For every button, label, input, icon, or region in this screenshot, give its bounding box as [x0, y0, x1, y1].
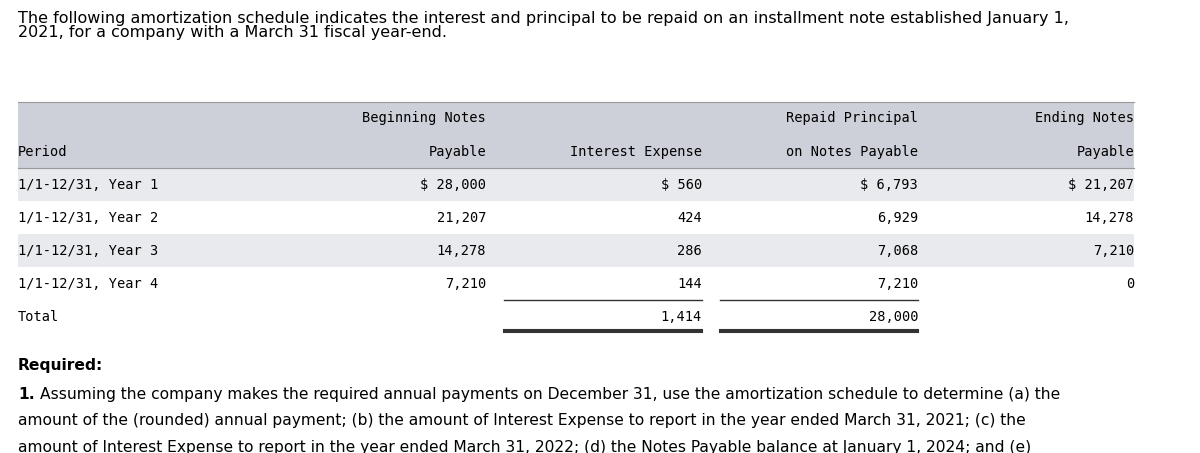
Text: Period: Period [18, 145, 67, 159]
Bar [18, 234, 1134, 267]
Text: 6,929: 6,929 [877, 211, 918, 225]
Text: 7,210: 7,210 [877, 277, 918, 291]
Text: amount of the (rounded) annual payment; (b) the amount of Interest Expense to re: amount of the (rounded) annual payment; … [18, 414, 1026, 429]
Text: 1.: 1. [18, 387, 35, 402]
Text: Interest Expense: Interest Expense [570, 145, 702, 159]
Bar [18, 300, 1134, 333]
Text: 424: 424 [677, 211, 702, 225]
Text: 7,210: 7,210 [445, 277, 486, 291]
Text: Required:: Required: [18, 358, 103, 373]
Text: 0: 0 [1126, 277, 1134, 291]
Bar [18, 267, 1134, 300]
Text: Repaid Principal: Repaid Principal [786, 111, 918, 125]
Text: 14,278: 14,278 [437, 244, 486, 258]
Text: 21,207: 21,207 [437, 211, 486, 225]
Text: on Notes Payable: on Notes Payable [786, 145, 918, 159]
Text: Assuming the company makes the required annual payments on December 31, use the : Assuming the company makes the required … [40, 387, 1060, 402]
Bar [18, 168, 1134, 201]
Text: Ending Notes: Ending Notes [1034, 111, 1134, 125]
Text: $ 6,793: $ 6,793 [860, 178, 918, 192]
Text: 1/1-12/31, Year 1: 1/1-12/31, Year 1 [18, 178, 158, 192]
Text: Total: Total [18, 310, 59, 324]
Text: 7,068: 7,068 [877, 244, 918, 258]
Text: $ 21,207: $ 21,207 [1068, 178, 1134, 192]
Text: 28,000: 28,000 [869, 310, 918, 324]
Text: 7,210: 7,210 [1093, 244, 1134, 258]
Text: Payable: Payable [1076, 145, 1134, 159]
Text: $ 560: $ 560 [661, 178, 702, 192]
Text: Payable: Payable [428, 145, 486, 159]
Text: The following amortization schedule indicates the interest and principal to be r: The following amortization schedule indi… [18, 11, 1069, 26]
Text: amount of Interest Expense to report in the year ended March 31, 2022; (d) the N: amount of Interest Expense to report in … [18, 440, 1031, 453]
Text: 1,414: 1,414 [661, 310, 702, 324]
Text: Beginning Notes: Beginning Notes [362, 111, 486, 125]
Bar [18, 102, 1134, 168]
Text: 2021, for a company with a March 31 fiscal year-end.: 2021, for a company with a March 31 fisc… [18, 25, 446, 40]
Text: 1/1-12/31, Year 3: 1/1-12/31, Year 3 [18, 244, 158, 258]
Text: 286: 286 [677, 244, 702, 258]
Bar [18, 201, 1134, 234]
Text: 144: 144 [677, 277, 702, 291]
Text: $ 28,000: $ 28,000 [420, 178, 486, 192]
Text: 1/1-12/31, Year 2: 1/1-12/31, Year 2 [18, 211, 158, 225]
Text: 14,278: 14,278 [1085, 211, 1134, 225]
Text: 1/1-12/31, Year 4: 1/1-12/31, Year 4 [18, 277, 158, 291]
